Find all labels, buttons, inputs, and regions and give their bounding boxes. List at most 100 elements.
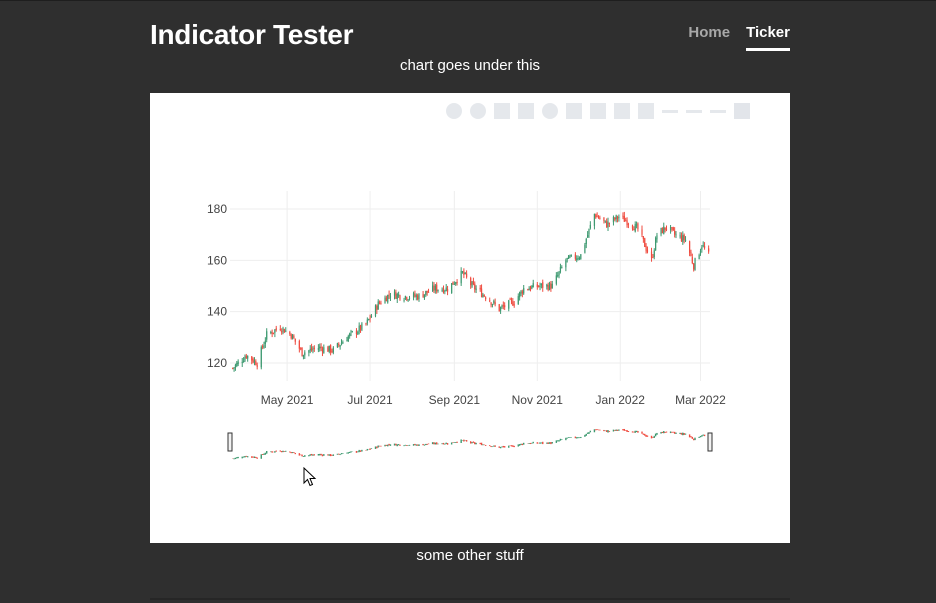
candle-body xyxy=(408,297,411,299)
candle-body xyxy=(312,349,314,351)
candle-body xyxy=(603,217,605,221)
candle-body xyxy=(339,345,341,347)
candle-body xyxy=(465,273,468,278)
candle-body xyxy=(646,249,649,253)
candle-body xyxy=(504,305,506,308)
zoom-out-icon[interactable] xyxy=(590,103,606,119)
candle-body xyxy=(607,221,609,228)
nav-home-link[interactable]: Home xyxy=(688,24,731,41)
pan-icon[interactable] xyxy=(494,103,510,119)
zoom-in-icon[interactable] xyxy=(566,103,582,119)
candle-body xyxy=(612,217,615,223)
candle-body xyxy=(436,284,438,292)
candle-body xyxy=(641,229,643,235)
range-slider-left-handle[interactable] xyxy=(227,432,233,452)
candle-body xyxy=(298,340,300,349)
candle-body xyxy=(606,221,608,228)
candle-body xyxy=(359,325,362,331)
candle-body xyxy=(294,338,296,342)
candle-body xyxy=(395,292,397,299)
candle-body xyxy=(338,343,340,346)
lasso-select-icon[interactable] xyxy=(542,103,558,119)
candle-body xyxy=(580,254,582,259)
spike-lines-icon[interactable] xyxy=(662,110,678,113)
candle-body xyxy=(347,336,349,342)
candle-body xyxy=(480,288,483,297)
box-select-icon[interactable] xyxy=(518,103,534,119)
candle-body xyxy=(253,360,256,363)
candle-body xyxy=(536,284,538,288)
range-slider-right-handle[interactable] xyxy=(707,432,713,452)
x-tick-label: Nov 2021 xyxy=(512,393,564,407)
candle-body xyxy=(517,296,519,305)
candle-body xyxy=(387,295,389,303)
candle-body xyxy=(270,332,272,334)
candle-body xyxy=(509,298,511,300)
hover-compare-icon[interactable] xyxy=(710,110,726,113)
candle-body xyxy=(688,241,691,253)
candle-body xyxy=(308,350,310,353)
candle-body xyxy=(520,290,522,294)
candle-body xyxy=(604,220,606,222)
plotly-logo-icon[interactable] xyxy=(734,103,750,119)
candle-body xyxy=(445,287,447,292)
candle-body xyxy=(589,224,591,229)
candle-body xyxy=(626,220,628,226)
candle-body xyxy=(645,246,647,251)
candle-body xyxy=(551,283,553,289)
candle-body xyxy=(661,227,664,234)
candle-body xyxy=(374,305,377,317)
autoscale-icon[interactable] xyxy=(614,103,630,119)
candle-body xyxy=(528,288,530,291)
candle-body xyxy=(378,302,381,304)
candle-body xyxy=(340,342,343,345)
candle-body xyxy=(272,332,275,334)
range-slider[interactable] xyxy=(227,423,713,463)
nav-ticker-link[interactable]: Ticker xyxy=(746,24,790,51)
candle-body xyxy=(451,283,453,294)
candle-body xyxy=(656,235,658,240)
candle-body xyxy=(546,284,548,287)
candle-body xyxy=(407,299,409,301)
candle-body xyxy=(597,216,600,219)
camera-icon[interactable] xyxy=(446,103,462,119)
candle-body xyxy=(434,285,436,291)
candle-body xyxy=(256,365,258,367)
candle-body xyxy=(368,319,370,321)
y-tick-label: 120 xyxy=(207,356,227,370)
candle-body xyxy=(475,288,477,290)
candle-body xyxy=(679,235,681,237)
candle-body xyxy=(234,364,237,368)
candle-body xyxy=(672,227,674,231)
candle-body xyxy=(396,293,398,300)
candlestick-chart[interactable]: 120 140 160 180 May 2021 Jul 2021 Sep 2021 Nov… xyxy=(150,93,790,543)
candle-body xyxy=(637,223,639,230)
candle-body xyxy=(608,222,610,224)
candle-body xyxy=(482,294,484,298)
candle-body xyxy=(376,305,378,310)
candle-body xyxy=(650,251,653,258)
y-tick-label: 140 xyxy=(207,305,227,319)
candle-body xyxy=(301,347,303,357)
candle-body xyxy=(398,294,400,296)
candle-body xyxy=(567,255,570,259)
candle-body xyxy=(561,267,563,269)
candle-body xyxy=(342,341,344,344)
candle-body xyxy=(663,226,665,234)
candle-body xyxy=(631,225,634,229)
candle-body xyxy=(508,300,510,309)
reset-axes-icon[interactable] xyxy=(638,103,654,119)
candles xyxy=(232,211,710,372)
y-tick-label: 180 xyxy=(207,202,227,216)
candle-body xyxy=(415,295,417,297)
zoom-icon[interactable] xyxy=(470,103,486,119)
hover-closest-icon[interactable] xyxy=(686,110,702,113)
candle-body xyxy=(616,216,619,219)
candle-body xyxy=(369,317,371,319)
candle-body xyxy=(574,254,576,259)
candle-body xyxy=(491,304,494,306)
candle-body xyxy=(412,293,415,298)
candle-body xyxy=(310,347,313,351)
candle-body xyxy=(540,283,542,286)
chart-container[interactable]: 120 140 160 180 May 2021 Jul 2021 Sep 2021 Nov… xyxy=(150,93,790,543)
